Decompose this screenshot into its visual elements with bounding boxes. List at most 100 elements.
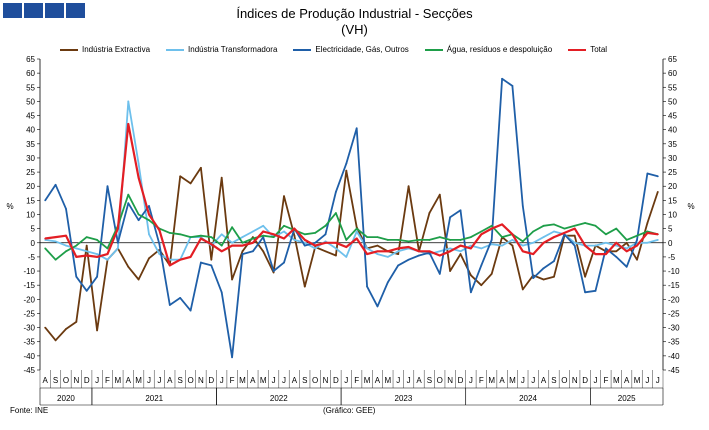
y-tick-label-right: -35 <box>668 338 680 347</box>
series-line <box>45 100 659 261</box>
data-point <box>615 250 618 253</box>
data-point <box>272 236 275 239</box>
month-label: J <box>272 376 276 385</box>
y-tick-label-left: 40 <box>26 126 35 135</box>
y-tick-label-right: 45 <box>668 112 677 121</box>
month-label: J <box>407 376 411 385</box>
series-line <box>44 77 659 359</box>
month-label: D <box>84 376 90 385</box>
data-point <box>303 285 306 288</box>
data-point <box>511 239 514 241</box>
data-point <box>490 224 493 227</box>
data-point <box>210 258 213 261</box>
month-label: F <box>354 376 359 385</box>
data-point <box>542 241 545 244</box>
data-point <box>459 250 462 253</box>
data-point <box>158 229 161 231</box>
y-tick-label-left: 55 <box>26 83 35 92</box>
month-label: M <box>239 376 246 385</box>
data-point <box>85 244 88 247</box>
data-point <box>262 250 265 253</box>
data-point <box>345 239 348 241</box>
data-point <box>262 224 265 227</box>
data-point <box>251 237 254 240</box>
month-label: A <box>250 376 256 385</box>
month-label: J <box>531 376 535 385</box>
month-label: J <box>645 376 649 385</box>
data-point <box>168 304 171 306</box>
data-point <box>44 326 47 329</box>
data-point <box>397 247 400 250</box>
month-label: A <box>541 376 547 385</box>
data-point <box>397 264 400 267</box>
data-point <box>386 250 389 253</box>
legend-swatch <box>424 48 443 51</box>
month-label: F <box>230 376 235 385</box>
y-tick-label-right: 15 <box>668 196 677 205</box>
data-point <box>563 227 566 230</box>
data-point <box>636 244 638 247</box>
data-point <box>397 250 400 253</box>
data-point <box>179 233 182 236</box>
source-note: Fonte: INE <box>10 406 49 415</box>
data-point <box>293 239 296 241</box>
data-point <box>366 253 368 255</box>
y-tick-label-right: 60 <box>668 69 677 78</box>
data-point <box>386 256 389 258</box>
data-point <box>345 256 348 258</box>
y-tick-label-right: 20 <box>668 182 677 191</box>
month-label: O <box>187 376 193 385</box>
y-tick-label-left: 60 <box>26 69 35 78</box>
data-point <box>314 247 317 250</box>
y-tick-label-left: -30 <box>23 324 35 333</box>
data-point <box>75 256 78 258</box>
month-label: D <box>208 376 214 385</box>
data-point <box>54 236 57 239</box>
month-label: N <box>572 376 578 385</box>
data-point <box>106 247 109 250</box>
data-point <box>470 274 472 277</box>
data-point <box>542 267 545 270</box>
data-point <box>283 195 285 198</box>
month-label: N <box>323 376 329 385</box>
data-point <box>532 230 535 233</box>
y-axis-label-right: % <box>687 202 694 211</box>
data-point <box>594 224 597 227</box>
data-point <box>594 253 597 255</box>
month-label: D <box>333 376 339 385</box>
month-label: O <box>63 376 69 385</box>
y-tick-label-left: -5 <box>28 253 36 262</box>
data-point <box>54 258 57 261</box>
data-point <box>532 277 535 280</box>
data-point <box>553 275 555 278</box>
legend-label: Total <box>590 45 608 54</box>
data-point <box>65 244 67 247</box>
data-point <box>584 291 587 294</box>
data-point <box>324 233 327 236</box>
data-point <box>65 250 67 253</box>
data-point <box>480 247 483 250</box>
y-tick-label-right: -5 <box>668 253 676 262</box>
data-point <box>251 250 254 253</box>
data-point <box>116 247 119 250</box>
data-point <box>189 309 192 312</box>
data-point <box>376 244 379 247</box>
data-point <box>96 275 99 278</box>
y-tick-label-left: -20 <box>23 295 35 304</box>
legend: Indústria Extractiva Indústria Transforma… <box>60 45 607 54</box>
data-point <box>210 264 213 267</box>
data-point <box>584 222 587 224</box>
data-point <box>646 172 649 175</box>
data-point <box>106 258 109 261</box>
year-label: 2023 <box>395 394 413 403</box>
data-point <box>220 176 223 179</box>
data-point <box>438 236 441 239</box>
data-point <box>656 233 659 236</box>
data-point <box>324 241 327 244</box>
data-point <box>615 241 618 244</box>
data-point <box>615 256 618 258</box>
series-line <box>44 193 659 261</box>
chart-title: Índices de Produção Industrial - Secções <box>236 6 473 21</box>
data-point <box>553 260 555 263</box>
